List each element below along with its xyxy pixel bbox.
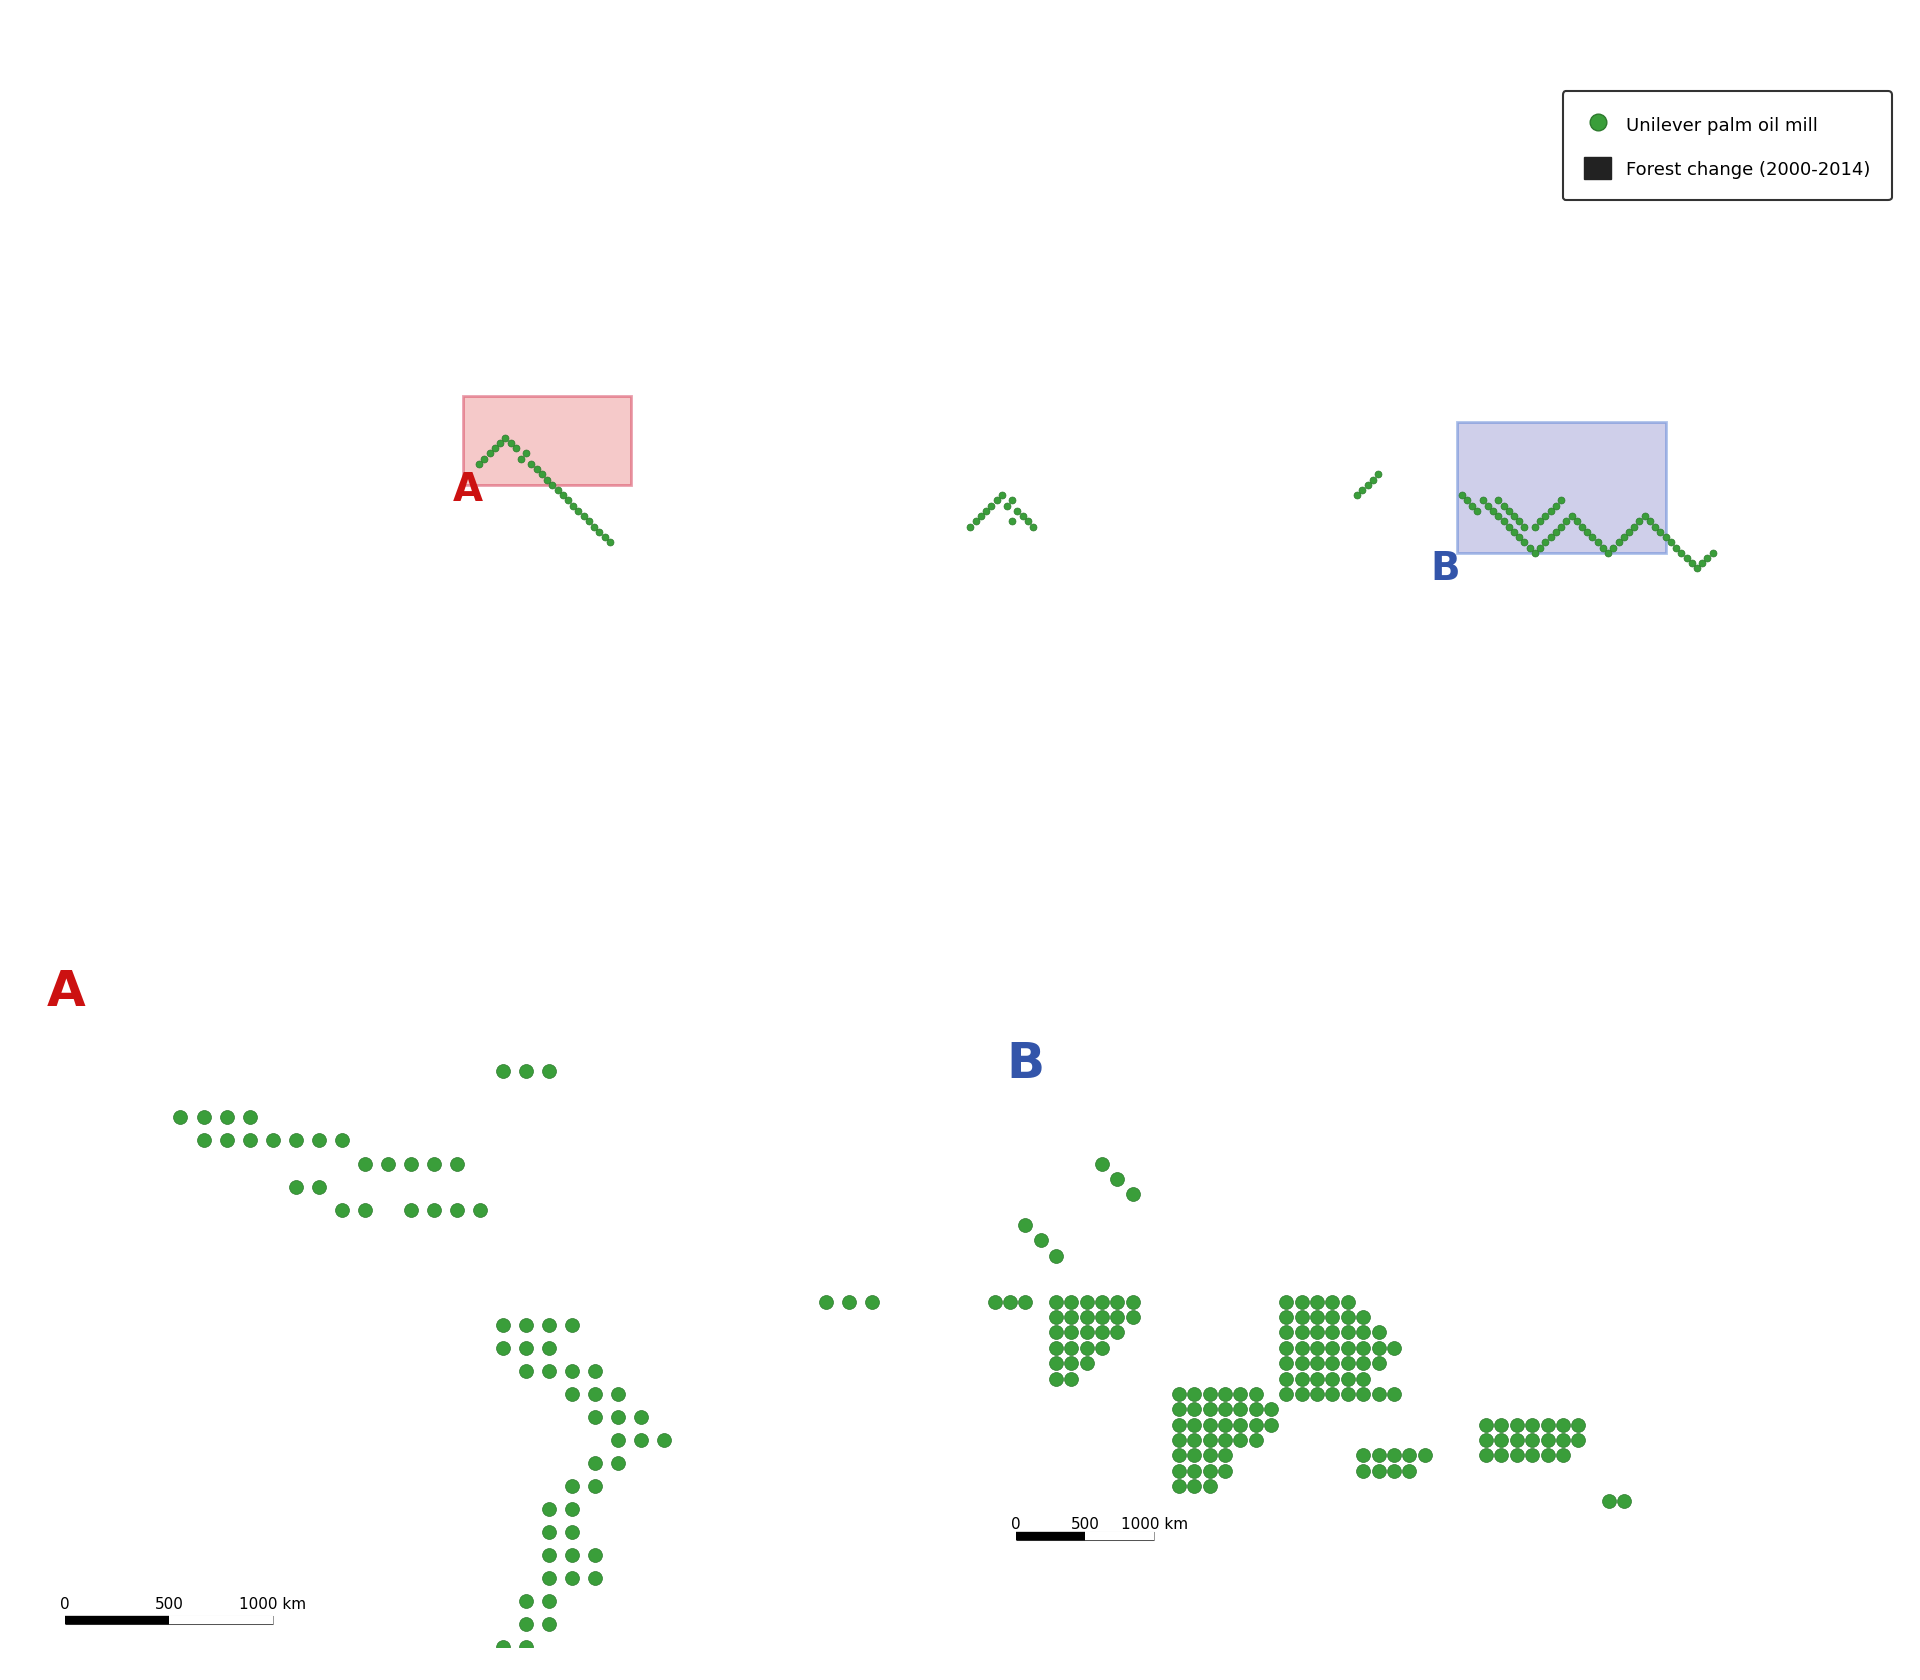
Text: A: A: [453, 470, 484, 509]
Text: 1000 km: 1000 km: [240, 1596, 305, 1611]
Legend: Unilever palm oil mill, Forest change (2000-2014): Unilever palm oil mill, Forest change (2…: [1563, 92, 1891, 202]
Text: 500: 500: [1071, 1517, 1100, 1532]
Text: 1000 km: 1000 km: [1121, 1517, 1188, 1532]
Text: A: A: [46, 968, 86, 1015]
Bar: [463, 396, 630, 486]
Text: B: B: [1430, 549, 1459, 588]
Text: 0: 0: [1012, 1517, 1021, 1532]
Bar: [1457, 423, 1665, 553]
Text: 500: 500: [154, 1596, 184, 1611]
Text: B: B: [1006, 1040, 1044, 1087]
Text: 0: 0: [60, 1596, 71, 1611]
